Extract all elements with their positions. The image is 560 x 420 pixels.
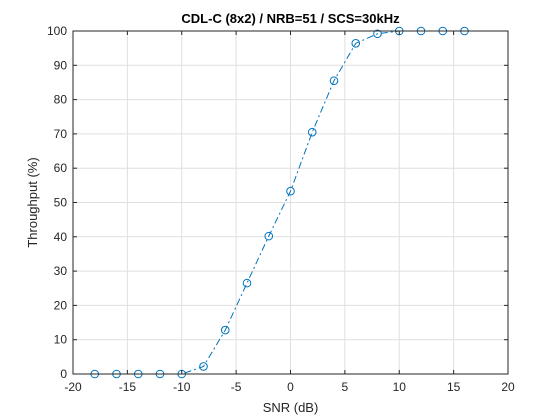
y-tick-label: 0 — [60, 367, 67, 381]
x-tick-label: 10 — [393, 380, 407, 394]
y-tick-label: 10 — [54, 333, 68, 347]
data-point-marker — [286, 186, 295, 196]
data-point-marker — [373, 29, 382, 39]
x-tick-label: 5 — [342, 380, 349, 394]
x-tick-label: -5 — [231, 380, 242, 394]
data-point-marker — [264, 231, 274, 241]
data-point-marker — [199, 362, 208, 371]
data-point-marker — [329, 76, 339, 86]
data-point-marker — [307, 127, 317, 137]
y-axis-label: Throughput (%) — [25, 157, 40, 247]
x-tick-label: -20 — [64, 380, 82, 394]
y-tick-label: 100 — [47, 24, 67, 38]
y-tick-label: 60 — [54, 161, 68, 175]
y-tick-label: 70 — [54, 127, 68, 141]
y-tick-label: 90 — [54, 58, 68, 72]
x-axis-label: SNR (dB) — [263, 400, 319, 415]
x-tick-label: -15 — [119, 380, 137, 394]
data-point-marker — [220, 325, 230, 335]
y-tick-label: 40 — [54, 230, 68, 244]
chart-title: CDL-C (8x2) / NRB=51 / SCS=30kHz — [181, 11, 400, 26]
y-tick-label: 30 — [54, 264, 68, 278]
y-tick-label: 20 — [54, 298, 68, 312]
x-tick-label: 20 — [501, 380, 515, 394]
x-tick-label: 0 — [287, 380, 294, 394]
grid-lines — [72, 30, 509, 375]
x-tick-label: -10 — [173, 380, 191, 394]
y-tick-label: 50 — [54, 196, 68, 210]
data-point-marker — [351, 39, 361, 48]
axis-ticks: -20 -15 -10 -5 0 5 10 15 20 0 10 20 30 40 50 60 70 80 90 10… — [47, 24, 515, 394]
y-tick-label: 80 — [54, 93, 68, 107]
x-tick-label: 15 — [447, 380, 461, 394]
data-point-marker — [242, 278, 252, 288]
